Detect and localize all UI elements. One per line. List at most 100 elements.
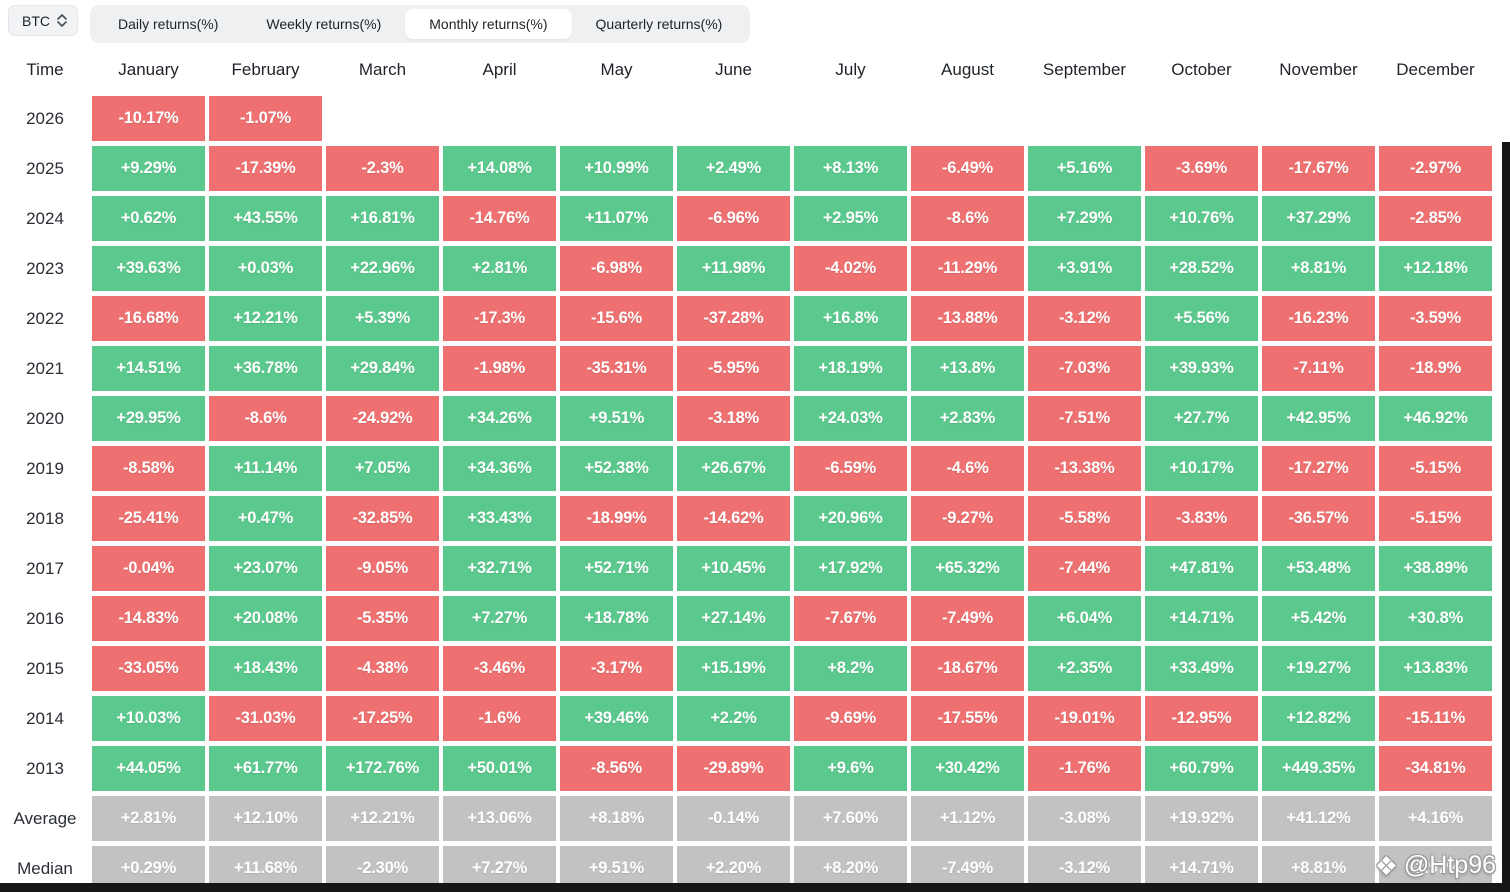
return-cell — [1028, 96, 1141, 141]
return-cell: -5.95% — [677, 346, 790, 391]
return-cell: -6.59% — [794, 446, 907, 491]
return-cell: +9.6% — [794, 746, 907, 791]
return-cell: -0.14% — [677, 796, 790, 841]
return-cell: +12.10% — [209, 796, 322, 841]
return-cell: -14.76% — [443, 196, 556, 241]
asset-selector[interactable]: BTC — [8, 5, 78, 36]
return-cell: +33.43% — [443, 496, 556, 541]
return-cell: -29.89% — [677, 746, 790, 791]
row-label-2026: 2026 — [26, 108, 64, 128]
return-cell: -1.07% — [209, 96, 322, 141]
return-cell: +29.84% — [326, 346, 439, 391]
return-cell: -17.55% — [911, 696, 1024, 741]
return-cell: -1.98% — [443, 346, 556, 391]
return-cell: +10.45% — [677, 546, 790, 591]
return-cell: +11.07% — [560, 196, 673, 241]
return-cell: -8.56% — [560, 746, 673, 791]
return-cell: +19.92% — [1145, 796, 1258, 841]
return-cell — [1262, 96, 1375, 141]
return-cell: -9.27% — [911, 496, 1024, 541]
return-cell: +2.49% — [677, 146, 790, 191]
monthly-returns-table: Time January February March April May June July… — [0, 48, 1510, 891]
row-label-2025: 2025 — [26, 158, 64, 178]
return-cell: +14.51% — [92, 346, 205, 391]
return-cell: +2.81% — [92, 796, 205, 841]
return-cell: +33.49% — [1145, 646, 1258, 691]
return-cell: +16.8% — [794, 296, 907, 341]
return-cell: -5.15% — [1379, 496, 1492, 541]
return-cell: -17.39% — [209, 146, 322, 191]
return-cell: +2.83% — [911, 396, 1024, 441]
tab-quarterly[interactable]: Quarterly returns(%) — [595, 16, 723, 32]
return-cell: +16.81% — [326, 196, 439, 241]
return-cell: +22.96% — [326, 246, 439, 291]
return-cell: +52.38% — [560, 446, 673, 491]
row-label-median: Median — [17, 858, 73, 878]
month-column-header: October — [1171, 59, 1232, 79]
return-cell: -15.6% — [560, 296, 673, 341]
return-cell: -3.46% — [443, 646, 556, 691]
chevron-up-down-icon — [57, 14, 67, 27]
month-column-header: June — [715, 59, 752, 79]
row-label-2015: 2015 — [26, 658, 64, 678]
return-cell: -3.18% — [677, 396, 790, 441]
return-cell: +1.12% — [911, 796, 1024, 841]
month-column-header: July — [835, 59, 866, 79]
return-cell: -3.08% — [1028, 796, 1141, 841]
return-cell: -7.44% — [1028, 546, 1141, 591]
tab-weekly[interactable]: Weekly returns(%) — [266, 16, 382, 32]
binance-logo-icon: ❖ — [1374, 850, 1398, 881]
return-cell: -2.85% — [1379, 196, 1492, 241]
return-cell: -7.67% — [794, 596, 907, 641]
tab-monthly[interactable]: Monthly returns(%) — [405, 9, 572, 39]
return-cell: +10.99% — [560, 146, 673, 191]
return-cell — [911, 96, 1024, 141]
return-cell: -5.35% — [326, 596, 439, 641]
return-cell: +12.18% — [1379, 246, 1492, 291]
return-cell: -31.03% — [209, 696, 322, 741]
return-cell: +30.42% — [911, 746, 1024, 791]
row-label-2023: 2023 — [26, 258, 64, 278]
row-label-2020: 2020 — [26, 408, 64, 428]
return-cell: +10.03% — [92, 696, 205, 741]
return-cell: +2.35% — [1028, 646, 1141, 691]
return-cell — [677, 96, 790, 141]
return-cell: -0.04% — [92, 546, 205, 591]
return-cell: +14.71% — [1145, 596, 1258, 641]
return-cell: +20.08% — [209, 596, 322, 641]
row-label-2019: 2019 — [26, 458, 64, 478]
return-cell: +29.95% — [92, 396, 205, 441]
return-cell: -33.05% — [92, 646, 205, 691]
return-cell: +36.78% — [209, 346, 322, 391]
return-cell: +3.91% — [1028, 246, 1141, 291]
return-cell: -13.88% — [911, 296, 1024, 341]
return-cell: -18.67% — [911, 646, 1024, 691]
return-cell: +61.77% — [209, 746, 322, 791]
month-column-header: March — [358, 59, 407, 79]
return-cell: +34.26% — [443, 396, 556, 441]
return-cell: -34.81% — [1379, 746, 1492, 791]
return-cell: +52.71% — [560, 546, 673, 591]
month-column-header: May — [600, 59, 633, 79]
return-cell: -9.69% — [794, 696, 907, 741]
returns-period-tabs: Daily returns(%) Weekly returns(%) Monthly… — [90, 5, 751, 43]
return-cell: +18.78% — [560, 596, 673, 641]
return-cell: -18.9% — [1379, 346, 1492, 391]
return-cell: +7.29% — [1028, 196, 1141, 241]
return-cell: +39.46% — [560, 696, 673, 741]
month-column-header: January — [118, 59, 179, 79]
tab-daily[interactable]: Daily returns(%) — [118, 16, 219, 32]
return-cell: +30.8% — [1379, 596, 1492, 641]
return-cell: -35.31% — [560, 346, 673, 391]
row-label-average: Average — [13, 808, 77, 828]
return-cell: -4.6% — [911, 446, 1024, 491]
month-column-header: November — [1279, 59, 1358, 79]
row-label-2021: 2021 — [26, 358, 64, 378]
return-cell: +53.48% — [1262, 546, 1375, 591]
return-cell: +8.18% — [560, 796, 673, 841]
return-cell: -1.76% — [1028, 746, 1141, 791]
return-cell: +46.92% — [1379, 396, 1492, 441]
return-cell: +34.36% — [443, 446, 556, 491]
return-cell: -13.38% — [1028, 446, 1141, 491]
return-cell: +38.89% — [1379, 546, 1492, 591]
